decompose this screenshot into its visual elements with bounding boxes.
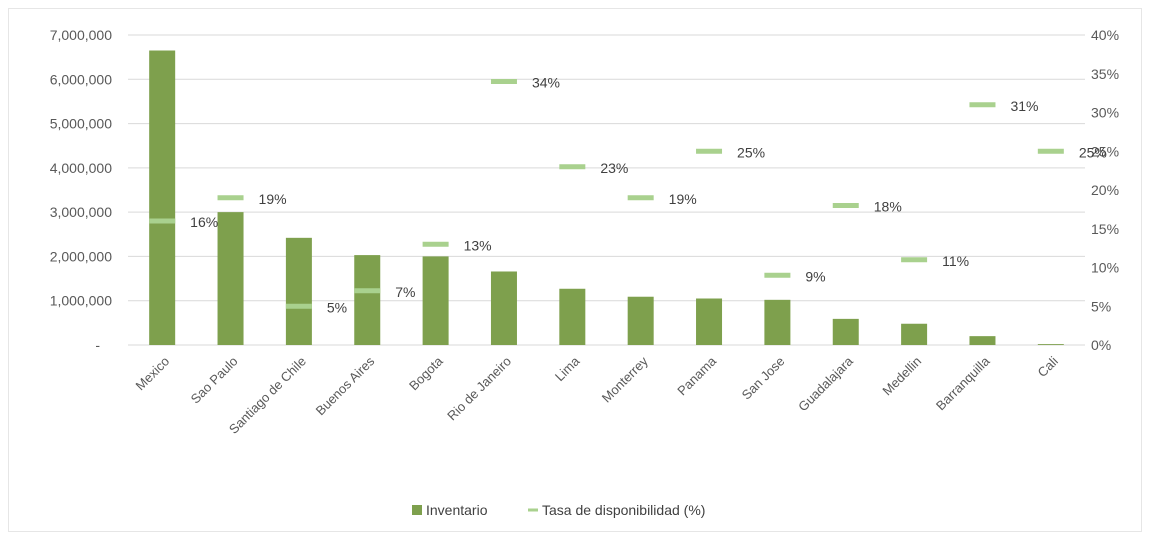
- marker-tasa: [832, 203, 859, 208]
- y-left-tick-label: 5,000,000: [50, 116, 112, 132]
- data-label-tasa: 16%: [190, 214, 218, 230]
- legend-label-inventario: Inventario: [426, 502, 488, 518]
- data-label-tasa: 19%: [669, 191, 697, 207]
- bar-inventario: [149, 50, 176, 345]
- data-label-tasa: 19%: [259, 191, 287, 207]
- marker-tasa: [149, 218, 176, 224]
- bar-inventario: [1037, 344, 1064, 345]
- x-category-label: Medellin: [879, 354, 924, 399]
- bar-inventario: [627, 296, 654, 345]
- data-label-tasa: 23%: [600, 160, 628, 176]
- legend-swatch-inventario: [412, 505, 422, 515]
- x-category-label: Panama: [674, 353, 719, 398]
- data-label-tasa: 9%: [805, 268, 825, 284]
- bar-inventario: [285, 237, 312, 345]
- y-left-tick-label: 1,000,000: [50, 293, 112, 309]
- legend-label-tasa: Tasa de disponibilidad (%): [542, 502, 705, 518]
- marker-tasa: [559, 164, 586, 170]
- data-label-tasa: 5%: [327, 299, 347, 315]
- bar-inventario: [832, 318, 859, 345]
- bar-inventario: [354, 255, 381, 345]
- x-category-label: Sao Paulo: [188, 354, 241, 407]
- x-category-label: Mexico: [133, 354, 173, 394]
- x-category-label: Barranquilla: [933, 353, 993, 413]
- marker-tasa: [901, 257, 928, 263]
- data-label-tasa: 7%: [395, 284, 415, 300]
- y-right-tick-label: 25%: [1091, 143, 1119, 159]
- x-category-label: Cali: [1034, 353, 1061, 380]
- marker-tasa: [1037, 148, 1064, 154]
- y-left-tick-label: 3,000,000: [50, 204, 112, 220]
- bar-inventario: [764, 299, 791, 345]
- x-category-label: Lima: [552, 353, 583, 384]
- marker-tasa: [354, 288, 381, 294]
- data-label-tasa: 11%: [942, 253, 969, 269]
- data-label-tasa: 34%: [532, 75, 560, 91]
- y-right-tick-label: 15%: [1091, 221, 1119, 237]
- data-label-tasa: 25%: [1079, 144, 1107, 160]
- bar-inventario: [696, 298, 723, 345]
- data-label-tasa: 31%: [1010, 98, 1038, 114]
- data-label-tasa: 13%: [464, 237, 492, 253]
- chart-frame: [8, 8, 1142, 532]
- y-left-tick-label: 2,000,000: [50, 248, 112, 264]
- y-right-tick-label: 10%: [1091, 260, 1119, 276]
- bar-inventario: [490, 271, 517, 345]
- x-category-label: San Jose: [739, 354, 788, 403]
- y-right-tick-label: 35%: [1091, 66, 1119, 82]
- bar-inventario: [559, 288, 586, 345]
- data-label-tasa: 18%: [874, 199, 902, 215]
- x-category-label: Guadalajara: [795, 353, 856, 414]
- y-right-tick-label: 20%: [1091, 182, 1119, 198]
- y-left-tick-label: 4,000,000: [50, 160, 112, 176]
- data-label-tasa: 25%: [737, 144, 765, 160]
- marker-tasa: [696, 148, 723, 154]
- marker-tasa: [285, 303, 312, 309]
- marker-tasa: [490, 79, 517, 84]
- bar-inventario: [217, 212, 244, 345]
- bar-inventario: [901, 323, 928, 345]
- y-right-tick-label: 5%: [1091, 298, 1111, 314]
- marker-tasa: [422, 241, 449, 247]
- legend-swatch-tasa: [528, 508, 538, 512]
- x-category-label: Bogota: [406, 353, 446, 393]
- marker-tasa: [764, 272, 791, 278]
- bar-inventario: [969, 336, 996, 345]
- y-left-tick-label: 6,000,000: [50, 71, 112, 87]
- x-category-label: Monterrey: [599, 353, 651, 405]
- marker-tasa: [627, 195, 654, 201]
- y-left-tick-label: 7,000,000: [50, 27, 112, 43]
- y-right-tick-label: 40%: [1091, 27, 1119, 43]
- marker-tasa: [969, 102, 996, 108]
- y-right-tick-label: 0%: [1091, 337, 1111, 353]
- marker-tasa: [217, 195, 244, 201]
- y-right-tick-label: 30%: [1091, 105, 1119, 121]
- bar-inventario: [422, 256, 449, 345]
- x-category-label: Buenos Aires: [313, 353, 378, 418]
- y-left-tick-label: -: [95, 337, 100, 353]
- x-category-label: Rio de Janeiro: [444, 354, 514, 424]
